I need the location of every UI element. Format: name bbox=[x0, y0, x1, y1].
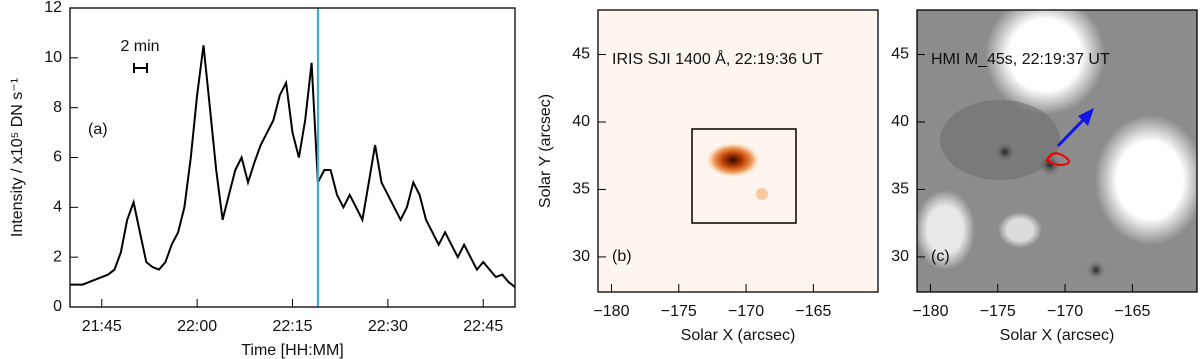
x-tick-label: −170 bbox=[728, 303, 764, 320]
axes-frame bbox=[916, 9, 1198, 293]
y-tick-label: 30 bbox=[891, 248, 909, 265]
x-axis-label: Solar X (arcsec) bbox=[1000, 327, 1115, 344]
scale-bar bbox=[133, 63, 148, 73]
y-tick-label: 30 bbox=[572, 248, 590, 265]
x-tick-label: −165 bbox=[1114, 303, 1150, 320]
x-tick-label: 22:45 bbox=[463, 318, 503, 335]
panel-label: (a) bbox=[88, 121, 108, 138]
x-tick-label: −180 bbox=[912, 303, 948, 320]
x-tick-label: 21:45 bbox=[82, 318, 122, 335]
x-tick-label: −175 bbox=[980, 303, 1016, 320]
x-axis-label: Time [HH:MM] bbox=[241, 342, 344, 359]
x-tick-label: −170 bbox=[1047, 303, 1083, 320]
iris-image bbox=[598, 10, 878, 292]
x-axis-label: Solar X (arcsec) bbox=[681, 327, 796, 344]
y-tick-label: 45 bbox=[572, 46, 590, 63]
axes-frame bbox=[597, 9, 879, 293]
y-tick-label: 12 bbox=[44, 0, 62, 16]
x-tick-label: −180 bbox=[593, 303, 629, 320]
x-tick-label: 22:30 bbox=[368, 318, 408, 335]
y-tick-label: 4 bbox=[53, 199, 62, 216]
y-tick-label: 2 bbox=[53, 248, 62, 265]
y-tick-label: 35 bbox=[572, 181, 590, 198]
x-tick-label: −175 bbox=[661, 303, 697, 320]
panel-title: HMI M_45s, 22:19:37 UT bbox=[931, 51, 1110, 68]
intensity-line bbox=[70, 45, 516, 288]
y-tick-label: 40 bbox=[891, 113, 909, 130]
x-tick-label: 22:15 bbox=[272, 318, 312, 335]
y-tick-label: 10 bbox=[44, 49, 62, 66]
y-tick-label: 35 bbox=[891, 181, 909, 198]
panel-label: (c) bbox=[931, 248, 950, 265]
axes-frame bbox=[69, 7, 516, 308]
y-tick-label: 8 bbox=[53, 99, 62, 116]
y-tick-label: 45 bbox=[891, 46, 909, 63]
hmi-image bbox=[917, 10, 1197, 292]
y-axis-label: Intensity / x10⁵ DN s⁻¹ bbox=[9, 78, 26, 237]
y-tick-label: 0 bbox=[53, 298, 62, 315]
panel-title: IRIS SJI 1400 Å, 22:19:36 UT bbox=[612, 49, 823, 68]
x-tick-label: −165 bbox=[795, 303, 831, 320]
y-tick-label: 40 bbox=[572, 113, 590, 130]
y-tick-label: 6 bbox=[53, 149, 62, 166]
panel-label: (b) bbox=[612, 248, 632, 265]
y-axis-label: Solar Y (arcsec) bbox=[537, 94, 554, 208]
scale-bar-label: 2 min bbox=[120, 38, 159, 55]
x-tick-label: 22:00 bbox=[177, 318, 217, 335]
